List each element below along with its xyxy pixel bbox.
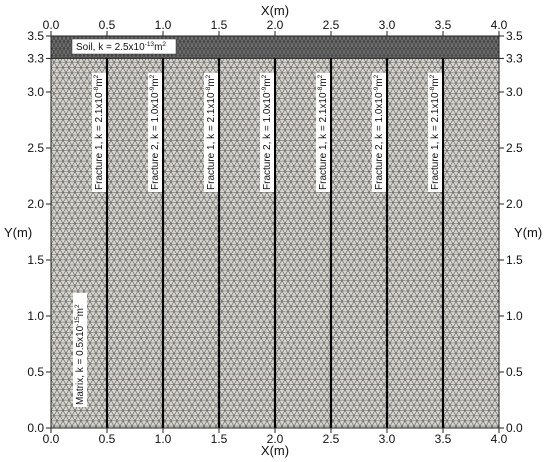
soil-label-text: Soil, k = 2.5x10-13m2 bbox=[76, 41, 166, 53]
y-axis-title-left: Y(m) bbox=[4, 225, 32, 240]
matrix-label-text: Matrix, k = 0.5x10-15m2 bbox=[74, 304, 86, 405]
x-axis-title-bottom: X(m) bbox=[261, 443, 289, 458]
fracture-labels: Fracture 1, k = 2.1x10-8m2 Fracture 2, k … bbox=[92, 72, 442, 192]
x-tick-label-bottom: 0.0 bbox=[43, 432, 60, 446]
soil-label-box bbox=[71, 38, 177, 55]
fracture-label-5: Fracture 1, k = 2.1x10-8m2 bbox=[316, 72, 330, 192]
fracture-label-box bbox=[428, 72, 442, 192]
y-tick-label-left: 0.5 bbox=[27, 365, 44, 379]
x-tick-label-top: 3.0 bbox=[379, 18, 396, 32]
fracture-label-text: Fracture 1, k = 2.1x10-8m2 bbox=[429, 74, 441, 190]
x-tick-label-bottom: 2.0 bbox=[267, 432, 284, 446]
y-tick-label-left: 0.0 bbox=[27, 421, 44, 435]
x-tick-label-bottom: 1.0 bbox=[155, 432, 172, 446]
y-tick-label-right: 2.0 bbox=[506, 197, 523, 211]
fracture-label-box bbox=[148, 72, 162, 192]
y-tick-label-left: 1.0 bbox=[27, 309, 44, 323]
y-tick-label-left: 2.5 bbox=[27, 141, 44, 155]
y-tick-label-left: 3.0 bbox=[27, 85, 44, 99]
x-tick-label-bottom: 1.5 bbox=[211, 432, 228, 446]
fracture-label-7: Fracture 1, k = 2.1x10-8m2 bbox=[428, 72, 442, 192]
x-tick-label-top: 2.5 bbox=[323, 18, 340, 32]
x-tick-label-top: 0.0 bbox=[43, 18, 60, 32]
x-tick-label-top: 0.5 bbox=[99, 18, 116, 32]
fracture-label-6: Fracture 2, k = 1.0x10-9m2 bbox=[372, 72, 386, 192]
y-tick-label-left: 3.5 bbox=[27, 29, 44, 43]
region-labels: Soil, k = 2.5x10-13m2 Matrix, k = 0.5x10… bbox=[71, 38, 442, 407]
y-tick-label-right: 1.5 bbox=[506, 253, 523, 267]
y-ticks-right: 0.0 0.5 1.0 1.5 2.0 2.5 3.0 3.3 3.5 bbox=[499, 29, 523, 435]
fracture-label-text: Fracture 1, k = 2.1x10-8m2 bbox=[317, 74, 329, 190]
y-tick-label-left: 2.0 bbox=[27, 197, 44, 211]
fracture-label-4: Fracture 2, k = 1.0x10-9m2 bbox=[260, 72, 274, 192]
x-tick-label-bottom: 3.5 bbox=[435, 432, 452, 446]
y-tick-label-right: 1.0 bbox=[506, 309, 523, 323]
fracture-label-text: Fracture 2, k = 1.0x10-9m2 bbox=[373, 74, 385, 190]
y-tick-label-right: 0.5 bbox=[506, 365, 523, 379]
x-tick-label-top: 4.0 bbox=[491, 18, 508, 32]
fracture-label-box bbox=[316, 72, 330, 192]
fracture-lines bbox=[105, 58, 445, 428]
x-tick-label-top: 1.5 bbox=[211, 18, 228, 32]
fracture-label-box bbox=[260, 72, 274, 192]
fracture-label-3: Fracture 1, k = 2.1x10-8m2 bbox=[204, 72, 218, 192]
x-tick-label-bottom: 4.0 bbox=[491, 432, 508, 446]
y-tick-label-right: 0.0 bbox=[506, 421, 523, 435]
x-tick-label-bottom: 2.5 bbox=[323, 432, 340, 446]
soil-label: Soil, k = 2.5x10-13m2 bbox=[71, 38, 177, 55]
fracture-label-text: Fracture 1, k = 2.1x10-8m2 bbox=[93, 74, 105, 190]
fracture-label-box bbox=[92, 72, 106, 192]
x-tick-label-top: 3.5 bbox=[435, 18, 452, 32]
y-tick-label-right: 3.5 bbox=[506, 29, 523, 43]
model-domain bbox=[50, 35, 500, 429]
fracture-label-text: Fracture 1, k = 2.1x10-8m2 bbox=[205, 74, 217, 190]
fracture-label-text: Fracture 2, k = 1.0x10-9m2 bbox=[149, 74, 161, 190]
fracture-label-box bbox=[204, 72, 218, 192]
x-tick-label-top: 2.0 bbox=[267, 18, 284, 32]
fracture-label-1: Fracture 1, k = 2.1x10-8m2 bbox=[92, 72, 106, 192]
x-axis-title-top: X(m) bbox=[261, 3, 289, 18]
matrix-label: Matrix, k = 0.5x10-15m2 bbox=[73, 293, 87, 407]
fracture-label-box bbox=[372, 72, 386, 192]
x-tick-label-bottom: 3.0 bbox=[379, 432, 396, 446]
y-tick-label-left: 3.3 bbox=[27, 51, 44, 65]
y-tick-label-left: 1.5 bbox=[27, 253, 44, 267]
fracture-label-2: Fracture 2, k = 1.0x10-9m2 bbox=[148, 72, 162, 192]
y-axis-title-right: Y(m) bbox=[514, 225, 542, 240]
x-tick-label-top: 1.0 bbox=[155, 18, 172, 32]
y-ticks-left: 0.0 0.5 1.0 1.5 2.0 2.5 3.0 3.3 3.5 bbox=[27, 29, 51, 435]
y-tick-label-right: 2.5 bbox=[506, 141, 523, 155]
matrix-label-box bbox=[73, 293, 87, 407]
x-tick-label-bottom: 0.5 bbox=[99, 432, 116, 446]
axes: 0.0 0.5 1.0 1.5 2.0 2.5 3.0 3.5 4.0 0.0 0.5 1.0 1.5… bbox=[4, 3, 542, 458]
y-tick-label-right: 3.3 bbox=[506, 51, 523, 65]
y-tick-label-right: 3.0 bbox=[506, 85, 523, 99]
x-ticks-bottom: 0.0 0.5 1.0 1.5 2.0 2.5 3.0 3.5 4.0 bbox=[43, 428, 508, 446]
x-ticks-top: 0.0 0.5 1.0 1.5 2.0 2.5 3.0 3.5 4.0 bbox=[43, 18, 508, 36]
fracture-label-text: Fracture 2, k = 1.0x10-9m2 bbox=[261, 74, 273, 190]
